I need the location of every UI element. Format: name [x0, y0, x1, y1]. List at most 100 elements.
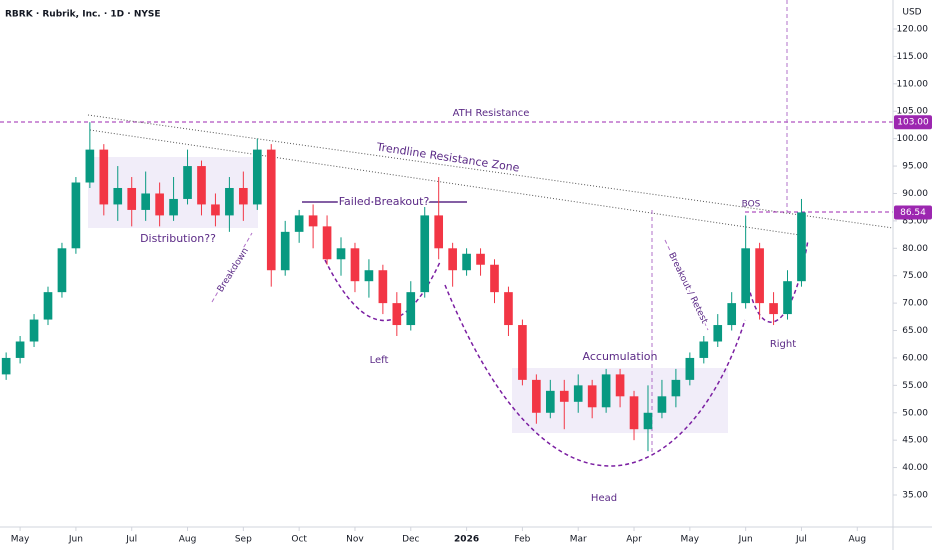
annotation: Head	[591, 493, 617, 504]
candle-body	[169, 198, 178, 216]
candle-body	[532, 379, 541, 413]
candle-body	[322, 226, 332, 260]
candle-body	[448, 248, 457, 271]
x-tick-label: 2026	[454, 535, 479, 545]
candle-body	[545, 390, 555, 413]
candle-body	[671, 379, 681, 397]
annotation: Left	[370, 355, 389, 366]
y-tick-label: 45.00	[902, 436, 928, 446]
annotation: ATH Resistance	[453, 108, 530, 119]
candle-body	[113, 187, 123, 205]
candle-body	[504, 292, 513, 326]
candle-body	[71, 182, 81, 249]
x-tick-label: Jun	[738, 535, 753, 545]
candle-body	[629, 396, 639, 430]
x-tick-label: Feb	[514, 535, 530, 545]
annotation: Distribution??	[140, 232, 216, 245]
candle-body	[1, 357, 11, 375]
candle-body	[99, 149, 109, 205]
price-tag-label: 103.00	[897, 118, 929, 128]
left-shoulder-arc	[324, 259, 441, 322]
y-tick-label: 40.00	[902, 463, 928, 473]
y-tick-label: 110.00	[897, 79, 929, 89]
candle-body	[657, 396, 667, 413]
price-tag	[894, 205, 932, 220]
candle-body	[462, 253, 471, 271]
breakdown-line	[211, 232, 253, 303]
candle-body	[685, 357, 695, 380]
candles	[1, 122, 806, 452]
y-tick-label: 50.00	[902, 408, 928, 418]
candle-body	[211, 204, 220, 216]
price-tag-label: 86.54	[900, 208, 926, 218]
price-axis	[893, 0, 932, 550]
candle-body	[434, 215, 444, 249]
x-tick-label: Dec	[402, 535, 419, 545]
y-tick-label: 75.00	[902, 271, 928, 281]
candle-body	[601, 374, 611, 408]
candle-body	[615, 374, 625, 397]
candle-body	[392, 303, 402, 326]
y-tick-label: 90.00	[902, 189, 928, 199]
y-tick-label: 120.00	[897, 25, 929, 35]
candle-body	[57, 248, 67, 293]
candle-body	[183, 166, 192, 199]
annotation: BOS	[742, 200, 761, 210]
candle-body	[573, 385, 583, 402]
annotation: Breakout / Retest	[666, 251, 709, 326]
candle-body	[643, 412, 653, 430]
y-tick-label: 70.00	[902, 299, 928, 309]
y-tick-label: 35.00	[902, 491, 928, 501]
y-tick-label: 95.00	[902, 162, 928, 172]
candle-body	[406, 292, 416, 326]
candle-body	[197, 166, 206, 205]
candle-body	[308, 215, 318, 227]
y-tick-label: 100.00	[897, 134, 929, 144]
candle-body	[490, 264, 499, 293]
y-tick-label: 80.00	[902, 244, 928, 254]
y-tick-label: 55.00	[902, 381, 928, 391]
candle-body	[559, 390, 569, 402]
candle-body	[587, 385, 597, 408]
candle-body	[239, 187, 248, 205]
candle-body	[769, 303, 778, 315]
trendline	[87, 114, 894, 229]
candle-body	[252, 149, 262, 205]
candle-body	[420, 215, 430, 293]
x-tick-label: Nov	[346, 535, 364, 545]
time-axis	[0, 527, 932, 550]
x-tick-label: Jul	[795, 535, 807, 545]
annotation: Right	[770, 339, 796, 350]
annotation: Accumulation	[583, 350, 658, 363]
candle-body	[476, 253, 485, 265]
x-tick-label: Aug	[848, 535, 866, 545]
candle-body	[741, 248, 750, 304]
candle-body	[155, 193, 164, 216]
candle-body	[29, 319, 39, 342]
annotation: Trendline Resistance Zone	[375, 140, 521, 174]
chart-title: RBRK · Rubrik, Inc. · 1D · NYSE	[5, 10, 161, 20]
candle-body	[755, 248, 764, 304]
candle-body	[727, 303, 737, 326]
candle-body	[699, 341, 709, 358]
y-tick-label: 115.00	[897, 52, 929, 62]
x-tick-label: May	[681, 535, 700, 545]
annotation: Breakdown	[216, 246, 251, 294]
y-tick-label: 65.00	[902, 326, 928, 336]
candle-body	[15, 341, 25, 358]
currency: USD	[902, 8, 921, 18]
y-tick-label: 105.00	[897, 107, 929, 117]
candle-body	[43, 292, 53, 320]
candle-body	[783, 281, 792, 315]
y-tick-label: 60.00	[902, 353, 928, 363]
price-tag	[894, 115, 932, 130]
candle-body	[266, 149, 276, 271]
retest-line	[664, 239, 709, 331]
x-tick-label: Jul	[125, 535, 137, 545]
candle-body	[336, 248, 346, 260]
annotation: Failed Breakout?	[339, 195, 430, 208]
candle-body	[294, 215, 304, 232]
annotations	[0, 0, 894, 467]
x-tick-label: Oct	[291, 535, 307, 545]
